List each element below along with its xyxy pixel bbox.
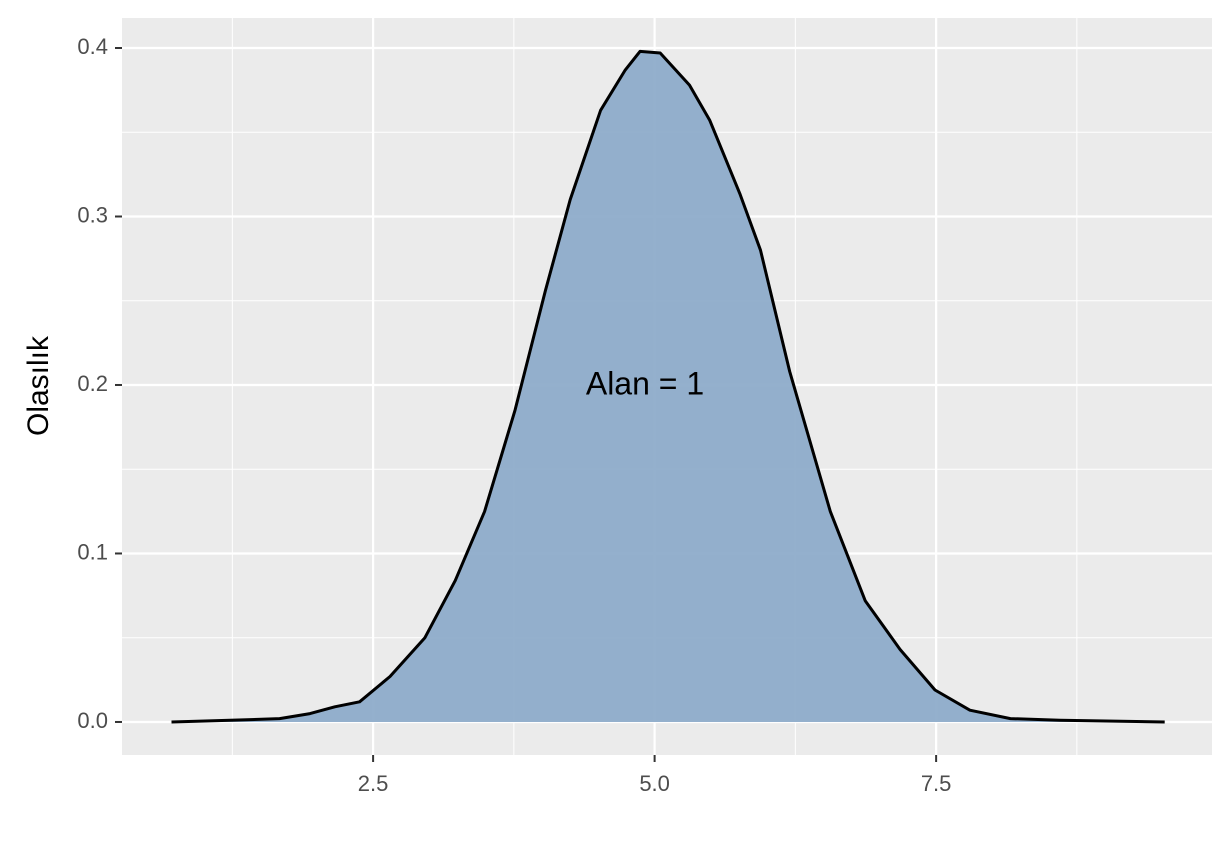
- y-tick-label: 0.4: [77, 34, 108, 59]
- y-tick-label: 0.1: [77, 539, 108, 564]
- density-area: [171, 49, 1165, 724]
- x-tick-label: 5.0: [639, 771, 670, 796]
- y-tick-label: 0.0: [77, 708, 108, 733]
- x-tick-label: 7.5: [921, 771, 952, 796]
- x-tick-label: 2.5: [358, 771, 389, 796]
- y-tick-label: 0.2: [77, 371, 108, 396]
- annotation: Alan = 1: [586, 365, 704, 401]
- y-axis-title: Olasılık: [22, 335, 55, 436]
- y-tick-label: 0.3: [77, 202, 108, 227]
